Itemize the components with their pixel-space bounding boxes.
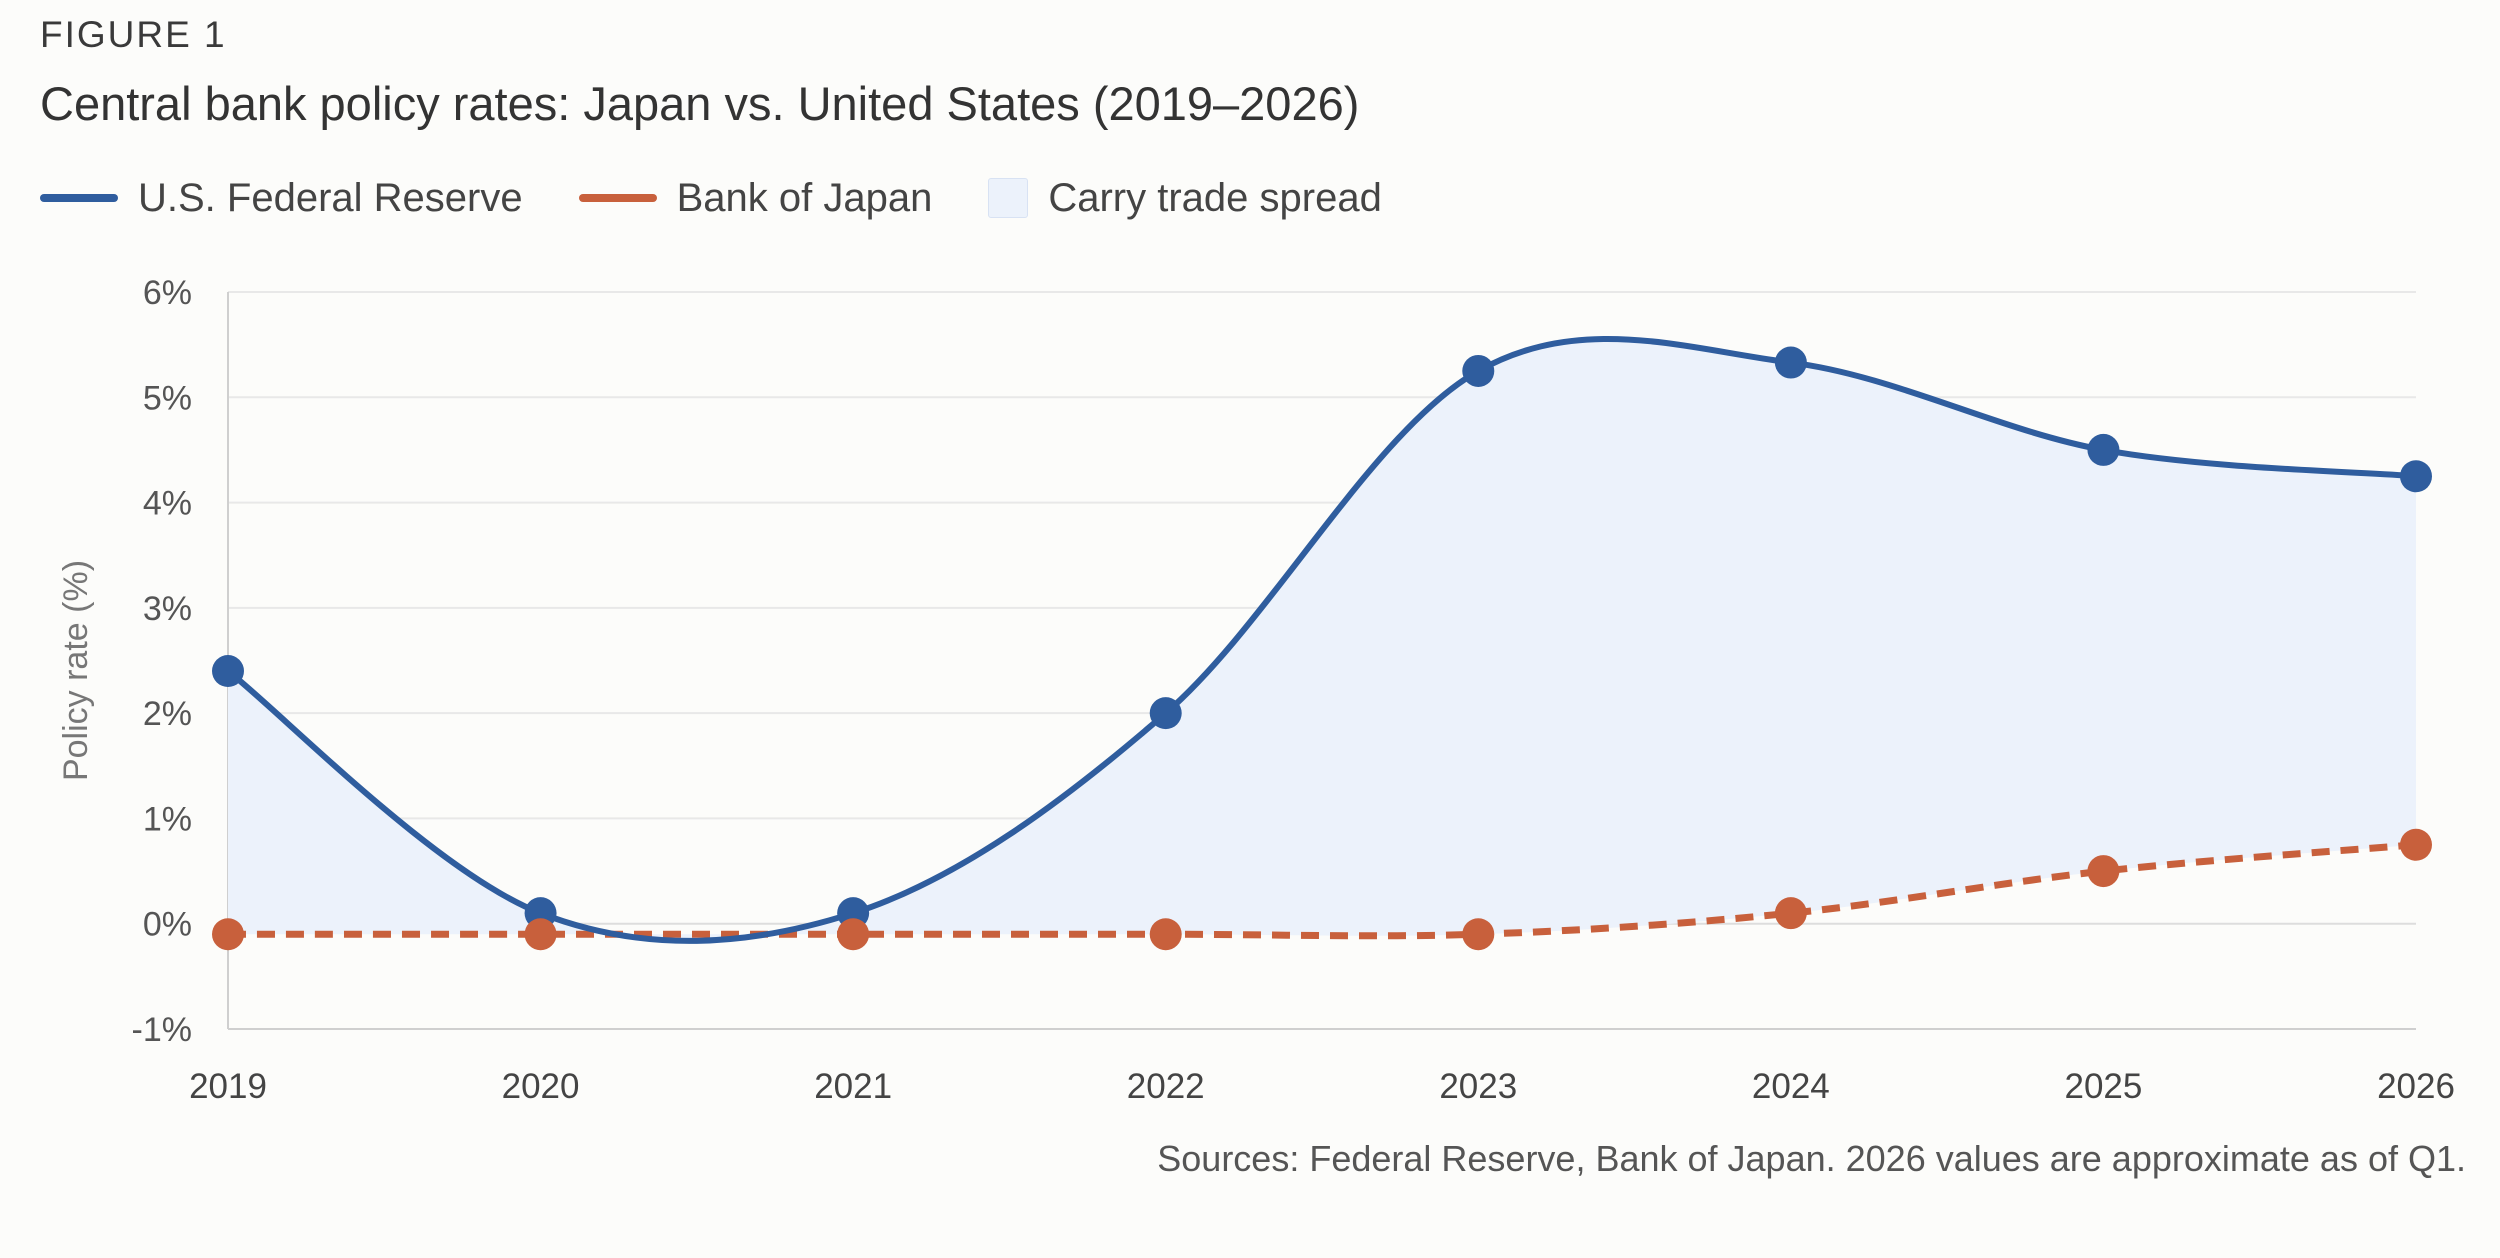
legend-swatch-boj xyxy=(578,194,657,202)
boj-point xyxy=(1774,897,1807,930)
chart-title: Central bank policy rates: Japan vs. Uni… xyxy=(40,77,1360,130)
boj-point xyxy=(837,918,870,951)
boj-point xyxy=(2087,855,2120,888)
fed-point xyxy=(2400,460,2432,493)
fed-point xyxy=(2087,433,2120,466)
y-tick-label: 6% xyxy=(143,274,192,312)
y-tick-label: 2% xyxy=(143,695,192,733)
boj-point xyxy=(524,918,557,951)
fed-point xyxy=(1774,346,1807,379)
legend-swatch-spread xyxy=(988,178,1029,218)
carry-trade-spread-area xyxy=(228,338,2416,941)
fed-point xyxy=(212,655,244,688)
x-tick-label: 2019 xyxy=(189,1067,267,1106)
y-tick-label: -1% xyxy=(132,1011,192,1049)
legend-label-boj: Bank of Japan xyxy=(676,175,933,220)
boj-line xyxy=(228,841,2417,940)
y-tick-label: 0% xyxy=(143,906,192,944)
legend-label-fed: U.S. Federal Reserve xyxy=(138,175,523,220)
fed-point xyxy=(1149,697,1182,730)
boj-point xyxy=(212,918,244,951)
y-tick-label: 5% xyxy=(143,379,192,417)
x-tick-label: 2025 xyxy=(2064,1067,2142,1106)
legend-swatch-fed xyxy=(40,194,118,202)
x-tick-label: 2020 xyxy=(502,1067,580,1106)
y-tick-label: 1% xyxy=(143,800,192,838)
legend-item-spread[interactable]: Carry trade spread xyxy=(988,175,1382,221)
legend-item-fed[interactable]: U.S. Federal Reserve xyxy=(40,176,523,221)
boj-point xyxy=(2400,828,2432,861)
x-tick-label: 2026 xyxy=(2377,1067,2455,1106)
x-tick-label: 2021 xyxy=(814,1067,892,1106)
y-axis-title: Policy rate (%) xyxy=(57,560,95,781)
x-tick-label: 2023 xyxy=(1439,1067,1517,1106)
legend: U.S. Federal Reserve Bank of Japan Carry… xyxy=(40,172,1438,224)
figure-label: FIGURE 1 xyxy=(40,14,227,55)
sources-note: Sources: Federal Reserve, Bank of Japan.… xyxy=(1157,1138,2466,1179)
y-tick-label: 3% xyxy=(143,590,192,628)
fed-point xyxy=(1462,354,1495,387)
y-tick-label: 4% xyxy=(143,485,192,523)
x-tick-label: 2024 xyxy=(1752,1067,1830,1106)
legend-label-spread: Carry trade spread xyxy=(1048,175,1382,220)
legend-item-boj[interactable]: Bank of Japan xyxy=(578,175,933,221)
boj-point xyxy=(1462,918,1495,951)
boj-point xyxy=(1149,918,1182,951)
fed-line xyxy=(226,335,2417,944)
x-tick-label: 2022 xyxy=(1127,1067,1205,1106)
